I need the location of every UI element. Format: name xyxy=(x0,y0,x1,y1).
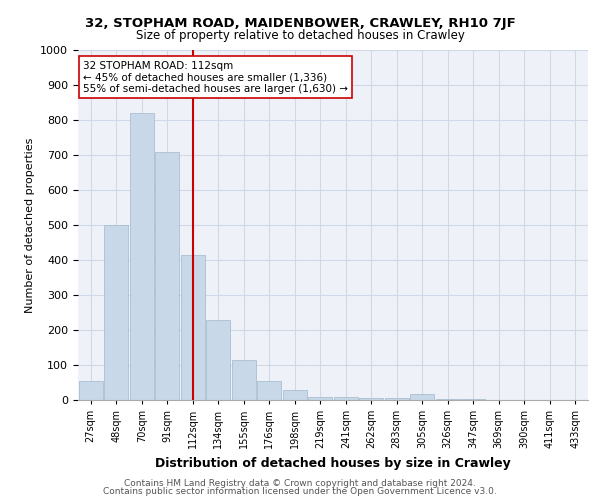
Text: Size of property relative to detached houses in Crawley: Size of property relative to detached ho… xyxy=(136,29,464,42)
Text: 32, STOPHAM ROAD, MAIDENBOWER, CRAWLEY, RH10 7JF: 32, STOPHAM ROAD, MAIDENBOWER, CRAWLEY, … xyxy=(85,18,515,30)
Bar xyxy=(359,398,383,400)
Text: 32 STOPHAM ROAD: 112sqm
← 45% of detached houses are smaller (1,336)
55% of semi: 32 STOPHAM ROAD: 112sqm ← 45% of detache… xyxy=(83,60,348,94)
Bar xyxy=(232,360,256,400)
Text: Contains HM Land Registry data © Crown copyright and database right 2024.: Contains HM Land Registry data © Crown c… xyxy=(124,478,476,488)
Bar xyxy=(410,394,434,400)
Bar xyxy=(283,390,307,400)
Bar xyxy=(206,320,230,400)
Y-axis label: Number of detached properties: Number of detached properties xyxy=(25,138,35,312)
Bar xyxy=(181,255,205,400)
Bar xyxy=(385,398,409,400)
Bar xyxy=(436,399,460,400)
Bar xyxy=(79,381,103,400)
Bar xyxy=(130,113,154,400)
Text: Contains public sector information licensed under the Open Government Licence v3: Contains public sector information licen… xyxy=(103,487,497,496)
Bar xyxy=(308,396,332,400)
X-axis label: Distribution of detached houses by size in Crawley: Distribution of detached houses by size … xyxy=(155,456,511,469)
Bar xyxy=(104,225,128,400)
Bar xyxy=(257,381,281,400)
Bar xyxy=(155,152,179,400)
Bar xyxy=(461,399,485,400)
Bar xyxy=(334,396,358,400)
